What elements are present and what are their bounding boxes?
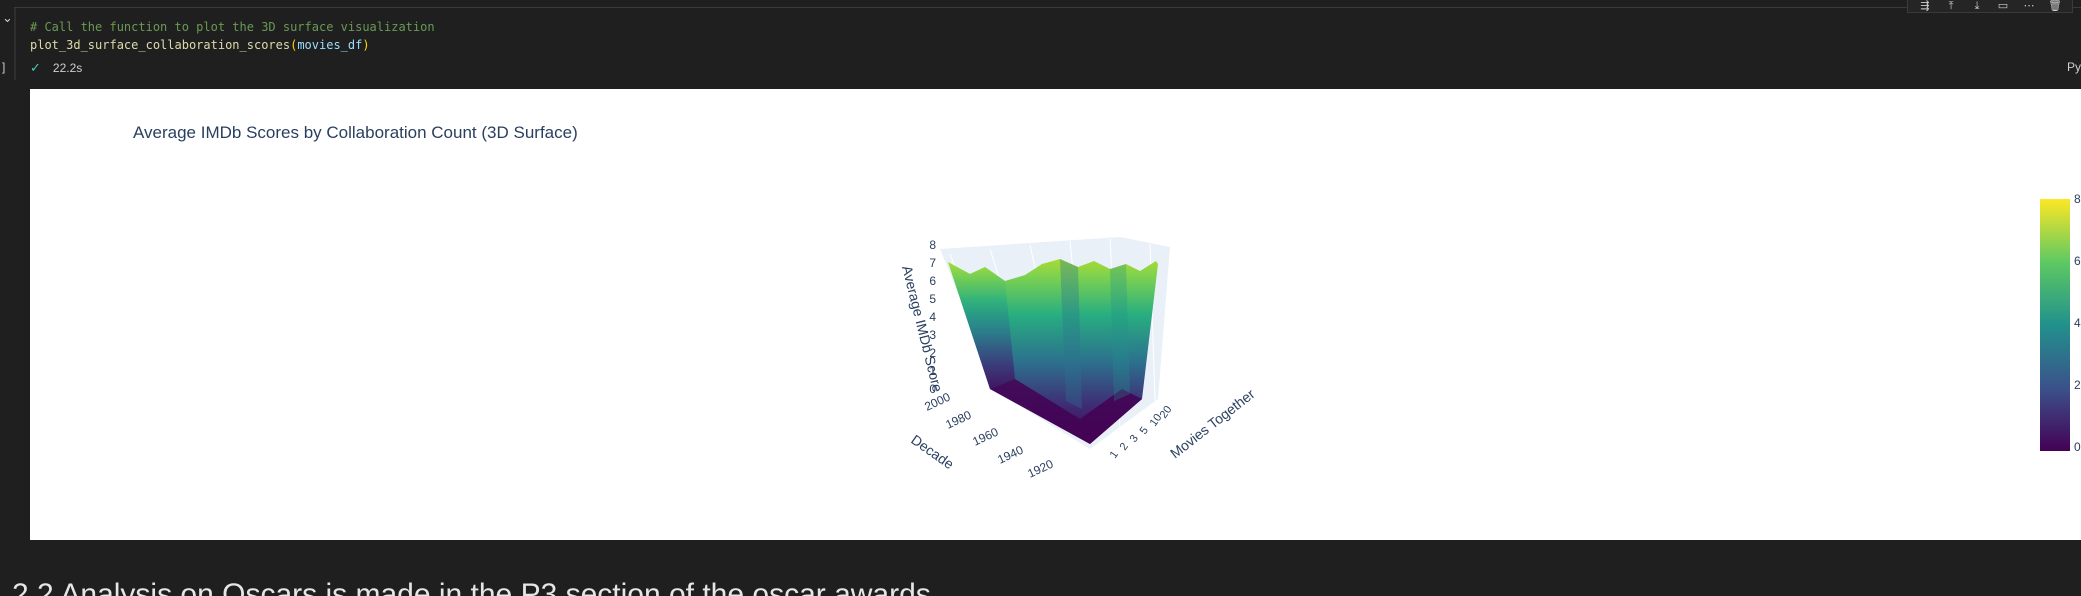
colorbar: 8 6 4 2 0 xyxy=(2040,192,2081,454)
y-tick: 1 xyxy=(1108,449,1121,461)
more-actions-icon[interactable]: ⋯ xyxy=(2018,1,2040,11)
colorbar-gradient xyxy=(2040,199,2070,451)
cell-bracket-icon: ] xyxy=(2,60,5,74)
x-tick: 1920 xyxy=(1025,457,1055,481)
execute-above-icon[interactable]: ⤒ xyxy=(1940,1,1962,11)
success-check-icon: ✓ xyxy=(30,60,41,76)
x-tick: 1960 xyxy=(970,425,1000,449)
y-tick: 2 xyxy=(1118,441,1131,453)
x-tick: 1980 xyxy=(943,408,973,432)
code-comment: # Call the function to plot the 3D surfa… xyxy=(30,20,435,34)
execution-duration: 22.2s xyxy=(53,61,82,75)
delete-cell-icon[interactable]: 🗑 xyxy=(2044,1,2066,11)
colorbar-tick: 2 xyxy=(2074,378,2081,392)
execute-below-icon[interactable]: ⤓ xyxy=(1966,1,1988,11)
cell-output: Average IMDb Scores by Collaboration Cou… xyxy=(30,89,2081,540)
x-tick: 2000 xyxy=(922,390,952,414)
markdown-heading: 2.2 Analysis on Oscars is made in the P3… xyxy=(12,578,931,596)
cell-border xyxy=(14,7,2081,8)
colorbar-tick: 4 xyxy=(2074,316,2081,330)
z-tick: 7 xyxy=(929,256,936,270)
y-tick: 5 xyxy=(1138,425,1151,437)
code-function: plot_3d_surface_collaboration_scores xyxy=(30,38,290,52)
y-axis-label: Movies Together xyxy=(1167,385,1258,461)
surface-plot[interactable]: 8 7 6 5 4 3 2 1 0 Average IMDb Score 200… xyxy=(30,89,2081,540)
split-cell-icon[interactable]: ▭ xyxy=(1992,1,2014,11)
cell-toolbar: ⇶ ⤒ ⤓ ▭ ⋯ 🗑 xyxy=(1907,0,2073,13)
x-axis-label: Decade xyxy=(908,431,957,472)
collapse-chevron-icon[interactable]: ⌄ xyxy=(2,10,13,26)
run-by-line-icon[interactable]: ⇶ xyxy=(1914,1,1936,11)
colorbar-tick: 6 xyxy=(2074,254,2081,268)
z-tick: 5 xyxy=(929,292,936,306)
code-paren-close: ) xyxy=(362,38,369,52)
y-tick: 3 xyxy=(1128,433,1141,445)
code-argument: movies_df xyxy=(297,38,362,52)
x-tick: 1940 xyxy=(995,443,1025,467)
z-tick: 8 xyxy=(929,238,936,252)
execution-status: ✓ 22.2s xyxy=(30,60,82,76)
z-axis-label: Average IMDb Score xyxy=(899,264,946,394)
colorbar-tick: 0 xyxy=(2074,440,2081,454)
kernel-language[interactable]: Py xyxy=(2067,60,2081,74)
cell-gutter xyxy=(14,8,16,80)
code-editor[interactable]: # Call the function to plot the 3D surfa… xyxy=(30,18,435,54)
colorbar-tick: 8 xyxy=(2074,192,2081,206)
z-tick: 4 xyxy=(929,310,936,324)
z-tick: 6 xyxy=(929,274,936,288)
